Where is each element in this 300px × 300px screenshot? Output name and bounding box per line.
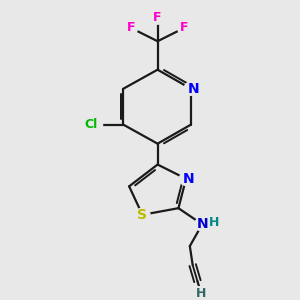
Text: Cl: Cl — [85, 118, 98, 131]
Text: S: S — [137, 208, 147, 222]
Text: N: N — [183, 172, 195, 186]
Text: F: F — [127, 21, 135, 34]
Ellipse shape — [179, 172, 193, 185]
Ellipse shape — [80, 117, 103, 132]
Ellipse shape — [124, 21, 138, 34]
Ellipse shape — [195, 218, 210, 231]
Text: F: F — [153, 11, 162, 24]
Ellipse shape — [151, 11, 164, 24]
Text: F: F — [180, 21, 188, 34]
Ellipse shape — [135, 208, 150, 221]
Ellipse shape — [178, 21, 191, 34]
Ellipse shape — [184, 82, 197, 95]
Text: N: N — [196, 217, 208, 231]
Text: H: H — [209, 216, 220, 229]
Ellipse shape — [195, 287, 208, 300]
Text: N: N — [188, 82, 200, 96]
Text: H: H — [196, 287, 206, 300]
